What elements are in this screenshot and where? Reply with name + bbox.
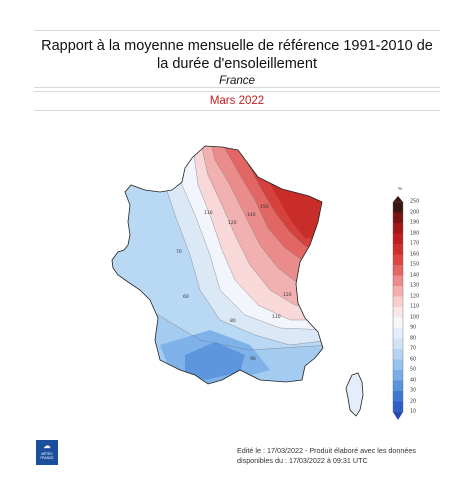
legend-label: 170 — [410, 241, 420, 247]
isoline-label: 90 — [250, 356, 256, 362]
footer-line-1: Edité le : 17/03/2022 - Produit élaboré … — [237, 446, 417, 455]
legend-swatch — [393, 275, 403, 287]
legend-swatch — [393, 212, 403, 224]
legend-label: 40 — [410, 378, 417, 383]
footer-note: Edité le : 17/03/2022 - Produit élaboré … — [237, 446, 416, 465]
cloud-icon: ☁ — [43, 443, 51, 450]
legend-label: 30 — [410, 388, 417, 394]
isoline-label: 60 — [183, 294, 189, 300]
legend-label: 120 — [410, 294, 420, 299]
legend-swatch — [393, 317, 403, 329]
legend-swatch — [393, 349, 403, 360]
period-label: Mars 2022 — [34, 91, 440, 111]
legend-label: 60 — [410, 357, 417, 362]
color-legend: % 250 200 190 180 170 160 150 140 130 120 110 100 90… — [392, 186, 432, 428]
legend-swatch — [393, 401, 403, 413]
page-subtitle: France — [219, 75, 255, 87]
france-outline — [111, 145, 324, 385]
legend-swatch — [393, 338, 403, 350]
isoline-label: 120 — [283, 292, 292, 298]
legend-swatch — [393, 296, 403, 308]
meteo-france-logo: ☁ MÉTÉO FRANCE — [36, 440, 58, 465]
header: Rapport à la moyenne mensuelle de référe… — [34, 30, 440, 88]
legend-label: 250 — [410, 199, 420, 205]
legend-swatch — [393, 254, 403, 266]
corsica-outline — [345, 372, 364, 417]
legend-label: 130 — [410, 283, 420, 289]
isoline-label: 140 — [247, 212, 256, 218]
logo-text: MÉTÉO FRANCE — [40, 452, 54, 460]
page-title: Rapport à la moyenne mensuelle de référe… — [41, 38, 433, 72]
isoline-label: 150 — [260, 204, 269, 210]
isoline-label: 110 — [272, 314, 281, 320]
france-map: 70 60 80 110 120 140 150 120 110 90 — [111, 145, 364, 417]
legend-outline — [392, 201, 404, 413]
legend-swatch — [393, 244, 403, 255]
legend-label: 80 — [410, 336, 417, 341]
legend-swatch — [393, 223, 403, 234]
legend-label: 100 — [410, 315, 420, 320]
legend-label: 10 — [410, 409, 417, 415]
legend-swatch — [393, 380, 403, 392]
legend-swatch — [393, 391, 403, 402]
legend-unit: % — [398, 186, 403, 191]
isoline-label: 110 — [204, 210, 213, 216]
legend-label: 70 — [410, 346, 417, 352]
legend-label: 150 — [410, 262, 420, 268]
legend-top-arrow — [393, 196, 403, 202]
legend-label: 180 — [410, 231, 420, 236]
legend-label: 50 — [410, 367, 417, 373]
isoline-label: 70 — [176, 249, 182, 255]
legend-label: 140 — [410, 273, 420, 278]
isoline-label: 80 — [230, 318, 236, 324]
legend-swatch — [393, 233, 403, 245]
legend-swatch — [393, 370, 403, 381]
legend-label: 200 — [410, 210, 420, 215]
sunshine-ratio-field — [112, 146, 323, 384]
legend-bottom-arrow — [393, 412, 403, 420]
legend-swatch — [393, 307, 403, 318]
legend-swatch — [393, 359, 403, 371]
legend-swatch — [393, 286, 403, 297]
legend-label: 160 — [410, 252, 420, 257]
legend-label: 110 — [410, 304, 420, 310]
legend-swatch — [393, 265, 403, 276]
legend-label: 20 — [410, 399, 417, 404]
legend-label: 90 — [410, 325, 417, 331]
legend-label: 190 — [410, 220, 420, 226]
legend-swatch — [393, 202, 403, 213]
legend-color-bar — [392, 196, 404, 420]
legend-swatch — [393, 328, 403, 339]
footer-line-2: disponibles du : 17/03/2022 à 09:31 UTC — [237, 455, 368, 465]
isoline-label: 120 — [228, 220, 237, 226]
